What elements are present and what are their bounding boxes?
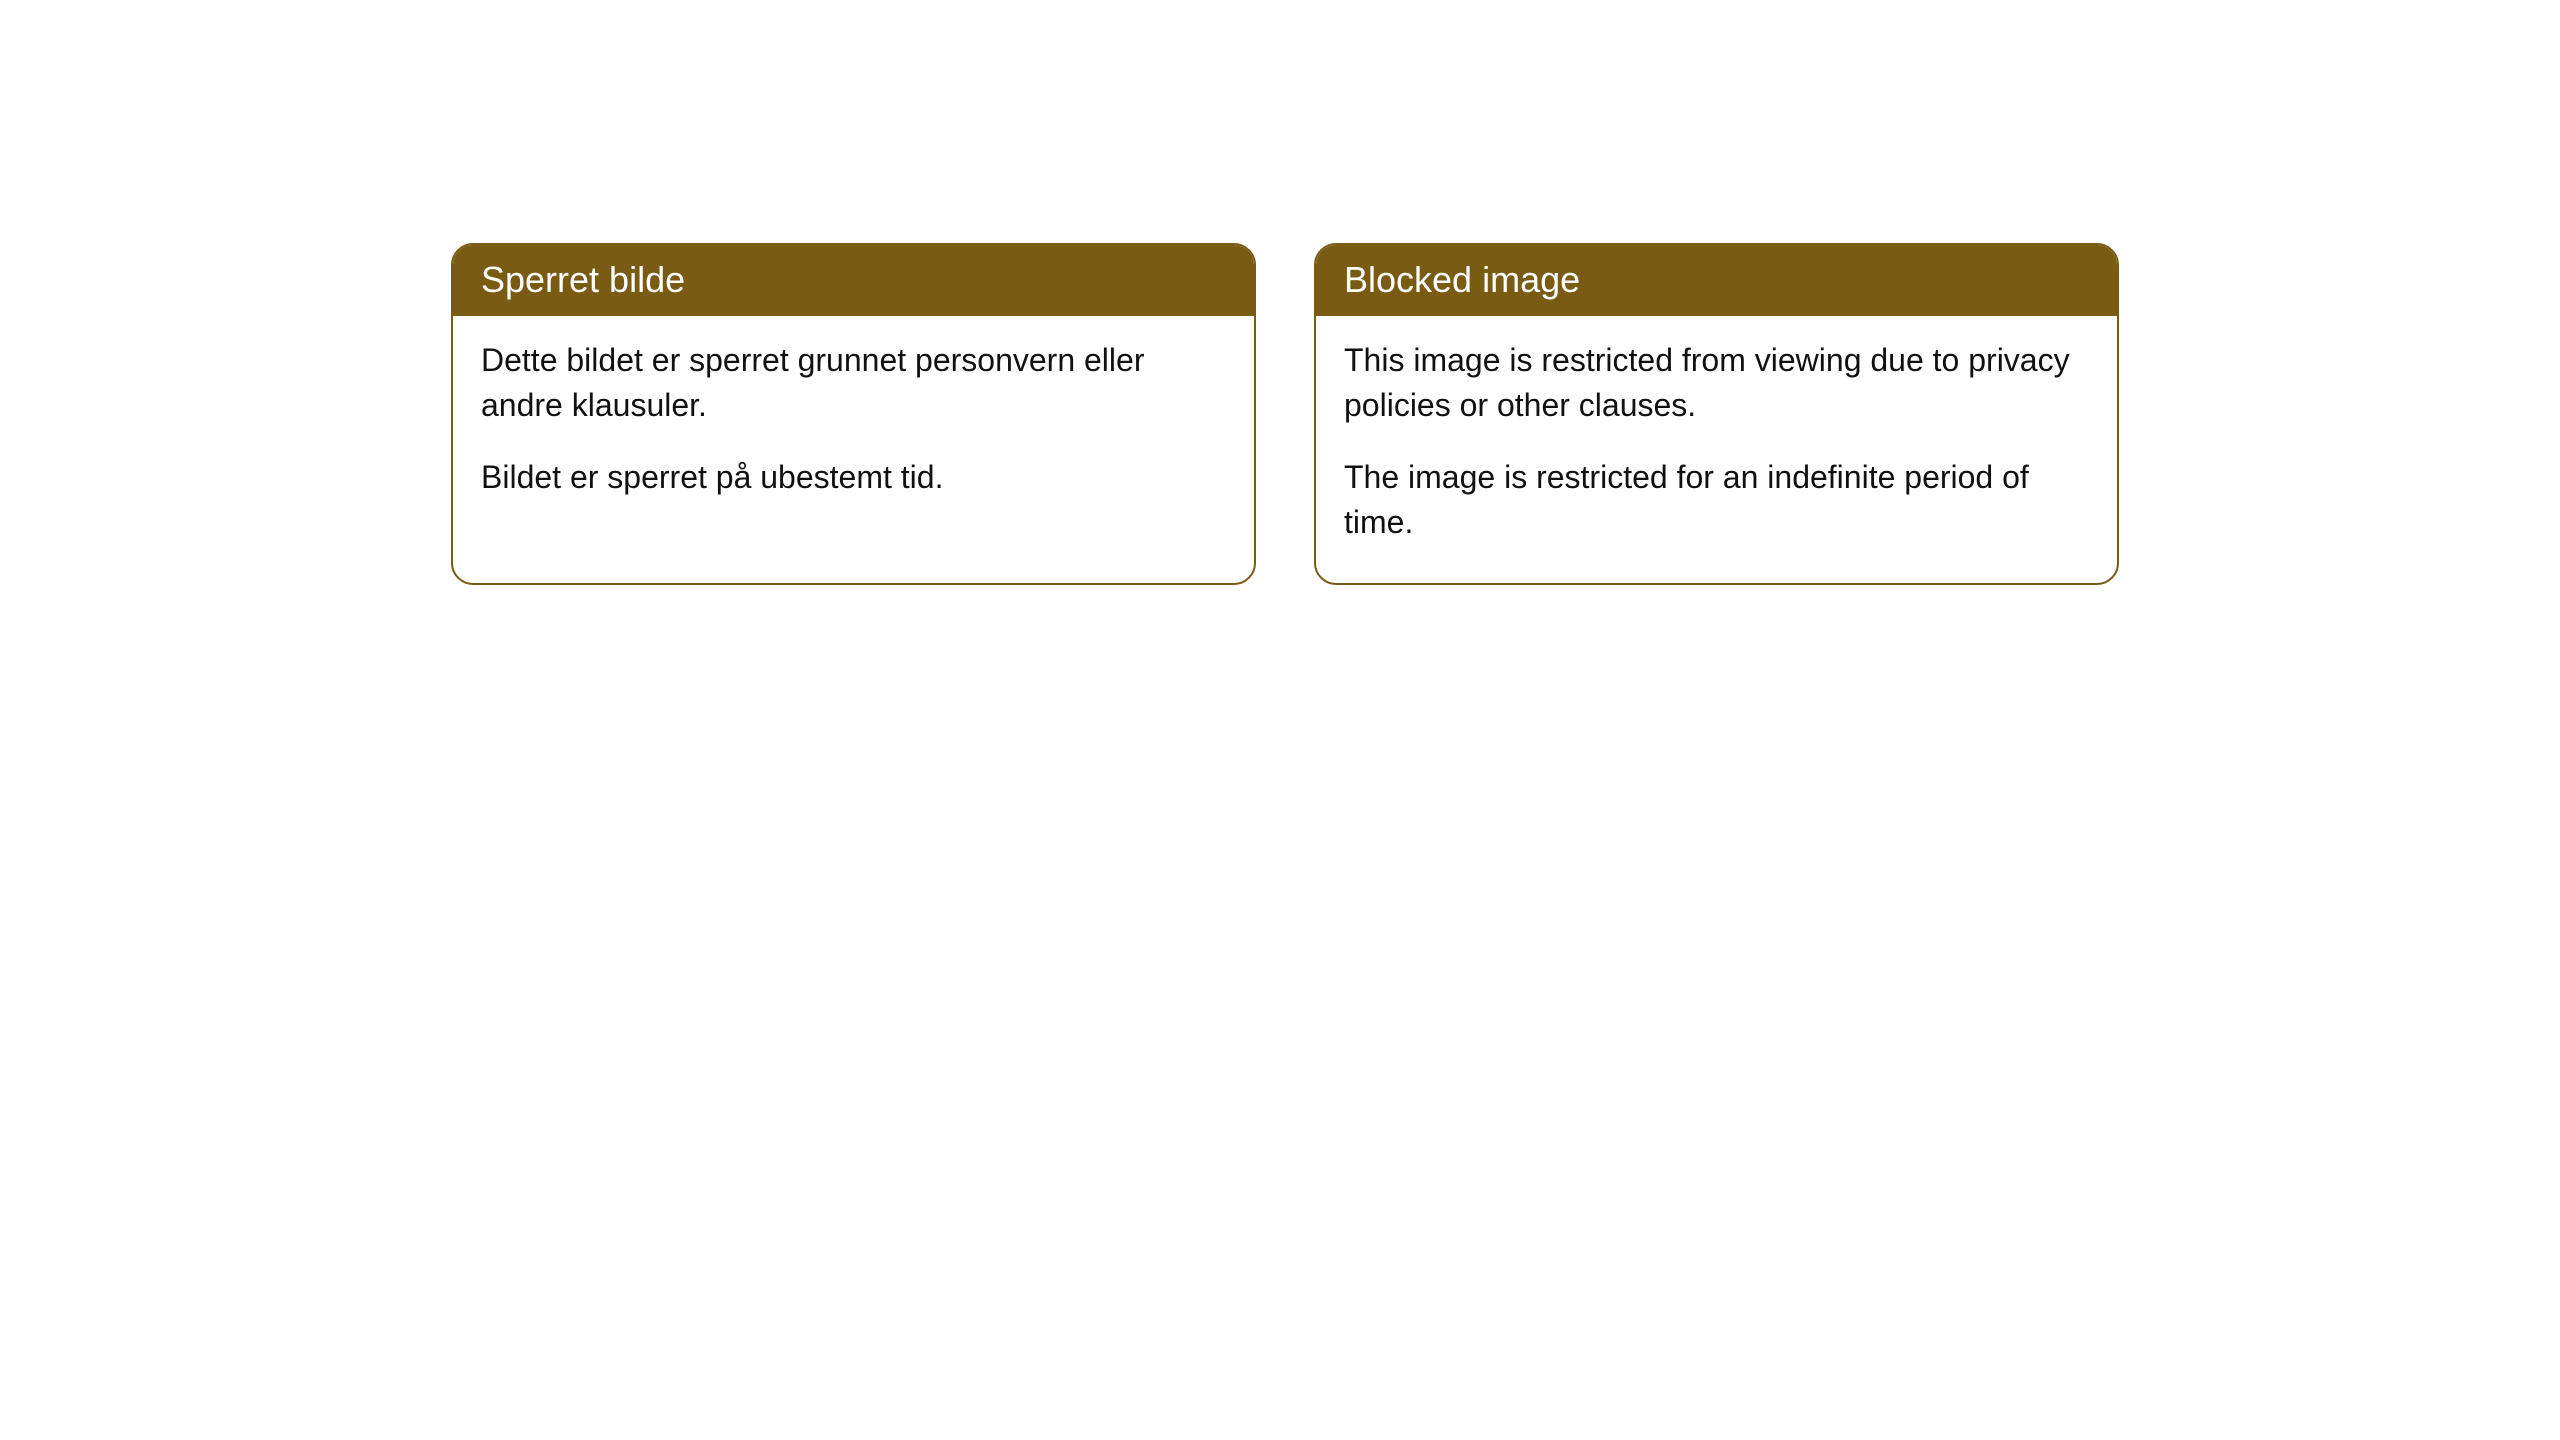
card-paragraph: Bildet er sperret på ubestemt tid. — [481, 455, 1226, 500]
card-header: Blocked image — [1316, 245, 2117, 316]
notice-card-english: Blocked image This image is restricted f… — [1314, 243, 2119, 585]
card-body: This image is restricted from viewing du… — [1316, 316, 2117, 583]
card-body: Dette bildet er sperret grunnet personve… — [453, 316, 1254, 538]
card-paragraph: This image is restricted from viewing du… — [1344, 338, 2089, 428]
card-paragraph: Dette bildet er sperret grunnet personve… — [481, 338, 1226, 428]
card-title: Sperret bilde — [481, 259, 685, 300]
card-title: Blocked image — [1344, 259, 1580, 300]
notice-cards-container: Sperret bilde Dette bildet er sperret gr… — [451, 243, 2119, 585]
card-paragraph: The image is restricted for an indefinit… — [1344, 455, 2089, 545]
card-header: Sperret bilde — [453, 245, 1254, 316]
notice-card-norwegian: Sperret bilde Dette bildet er sperret gr… — [451, 243, 1256, 585]
